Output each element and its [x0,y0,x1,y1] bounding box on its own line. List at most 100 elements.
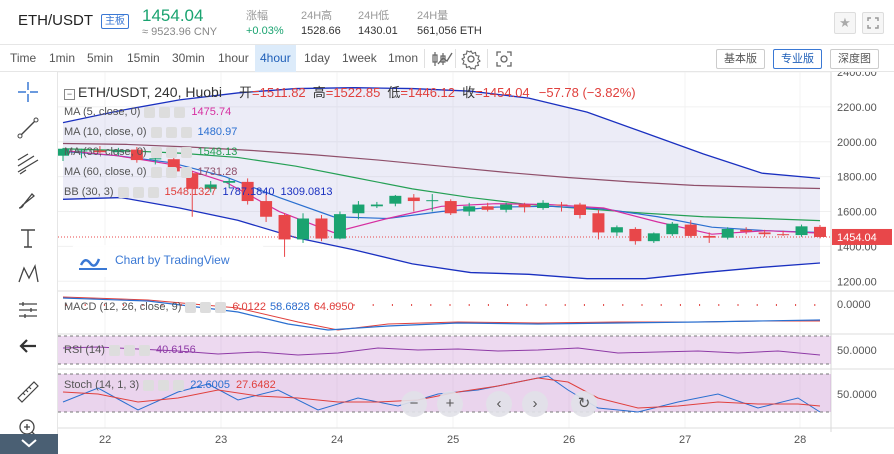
settings-gear-icon[interactable] [460,48,482,70]
settings-icon[interactable] [159,106,171,118]
scroll-right-button[interactable]: › [522,391,548,417]
candle-body [721,228,734,238]
eye-icon[interactable] [117,186,129,198]
candle-body [57,148,69,156]
bb-upper-line [62,87,821,180]
stoch-d-line [62,377,821,409]
interval-time[interactable]: Time [10,51,37,65]
close-icon[interactable] [180,126,192,138]
interval-30min[interactable]: 30min [172,51,205,65]
stat-low-label: 24H低 [358,10,390,22]
zoom-in-button[interactable]: + [437,391,463,417]
close-icon[interactable] [180,146,192,158]
settings-icon[interactable] [200,301,212,313]
interval-5min[interactable]: 5min [87,51,114,65]
y-tick-label: 1600.00 [837,207,877,219]
ruler-icon[interactable] [14,378,42,406]
legend-macd[interactable]: MACD (12, 26, close, 9) 6.0122 58.6828 64.6… [64,301,354,313]
legend-stoch[interactable]: Stoch (14, 1, 3) 22.6005 27.6482 [64,379,276,391]
candle-body [297,218,310,240]
eye-icon[interactable] [108,344,120,356]
pair-title: ETH/USDT [18,12,93,29]
close-icon[interactable] [215,301,227,313]
zoom-out-button[interactable]: − [401,391,427,417]
legend-main: − ETH/USDT, 240, Huobi 开=1511.82 高=1522.8… [64,82,636,101]
close-value: =1454.04 [475,85,530,100]
close-icon[interactable] [138,344,150,356]
eye-icon[interactable] [185,301,197,313]
star-icon[interactable]: ★ [834,12,856,34]
view-pro-button[interactable]: 专业版 [773,49,822,69]
screenshot-icon[interactable] [493,48,515,70]
back-arrow-icon[interactable] [14,332,42,360]
candle-body [333,214,346,239]
eye-icon[interactable] [150,166,162,178]
settings-icon[interactable] [165,166,177,178]
interval-1min[interactable]: 1min [49,51,76,65]
fullscreen-icon[interactable] [862,12,884,34]
pattern-icon[interactable] [14,260,42,288]
interval-1week[interactable]: 1week [342,51,377,65]
eye-icon[interactable] [144,106,156,118]
y-tick-label: 1200.00 [837,276,877,288]
eye-icon[interactable] [150,126,162,138]
eye-icon[interactable] [143,379,155,391]
interval-4hour[interactable]: 4hour [255,45,296,72]
legend-ma30[interactable]: MA (30, close, 0) 1548.13 [64,146,238,158]
view-basic-button[interactable]: 基本版 [716,49,765,69]
interval-1day[interactable]: 1day [304,51,331,65]
settings-icon[interactable] [165,126,177,138]
text-icon[interactable] [14,224,42,252]
candle-body [610,227,623,233]
y-tick-label: 2000.00 [837,137,877,149]
measure-icon[interactable] [14,296,42,324]
collapse-icon[interactable] [0,434,58,454]
candle-body [241,181,254,202]
interval-1mon[interactable]: 1mon [388,51,419,65]
price-cny: ≈ 9523.96 CNY [142,26,218,38]
brush-icon[interactable] [14,186,42,214]
drawing-toolbar [0,72,58,454]
rsi-scale-label: 50.0000 [837,345,877,357]
indicators-icon[interactable] [434,48,456,70]
open-label: 开 [239,85,253,100]
candle-body [777,234,790,236]
reset-chart-button[interactable]: ↻ [571,391,597,417]
candle-body [389,195,402,204]
close-label: 收 [462,85,476,100]
candle-body [278,215,291,240]
close-icon[interactable] [173,379,185,391]
legend-bb[interactable]: BB (30, 3) 1548.1327 1787.1840 1309.0813 [64,186,333,198]
candle-body [740,229,753,232]
candle-body [426,200,439,202]
board-badge: 主板 [101,14,129,29]
settings-icon[interactable] [123,344,135,356]
eye-icon[interactable] [150,146,162,158]
open-value: =1511.82 [252,85,306,100]
interval-1hour[interactable]: 1hour [218,51,249,65]
close-icon[interactable] [174,106,186,118]
candle-body [112,150,125,153]
view-depth-button[interactable]: 深度图 [830,49,879,69]
trend-line-icon[interactable] [14,114,42,142]
legend-rsi[interactable]: RSI (14) 40.6156 [64,344,196,356]
fib-icon[interactable] [14,150,42,178]
crosshair-icon[interactable] [14,78,42,106]
settings-icon[interactable] [158,379,170,391]
scroll-left-button[interactable]: ‹ [486,391,512,417]
settings-icon[interactable] [165,146,177,158]
candle-body [444,201,457,214]
candle-body [555,204,568,206]
legend-ma60[interactable]: MA (60, close, 0) 1731.28 [64,166,238,178]
candle-body [93,150,106,153]
tradingview-badge[interactable]: Chart by TradingView [72,245,264,277]
legend-ma5[interactable]: MA (5, close, 0) 1475.74 [64,106,232,118]
settings-icon[interactable] [132,186,144,198]
candle-body [352,204,365,214]
close-icon[interactable] [180,166,192,178]
interval-15min[interactable]: 15min [127,51,160,65]
stoch-scale-label: 50.0000 [837,389,877,401]
close-icon[interactable] [147,186,159,198]
legend-ma10[interactable]: MA (10, close, 0) 1480.97 [64,126,238,138]
candle-style-icon[interactable] [428,48,450,70]
